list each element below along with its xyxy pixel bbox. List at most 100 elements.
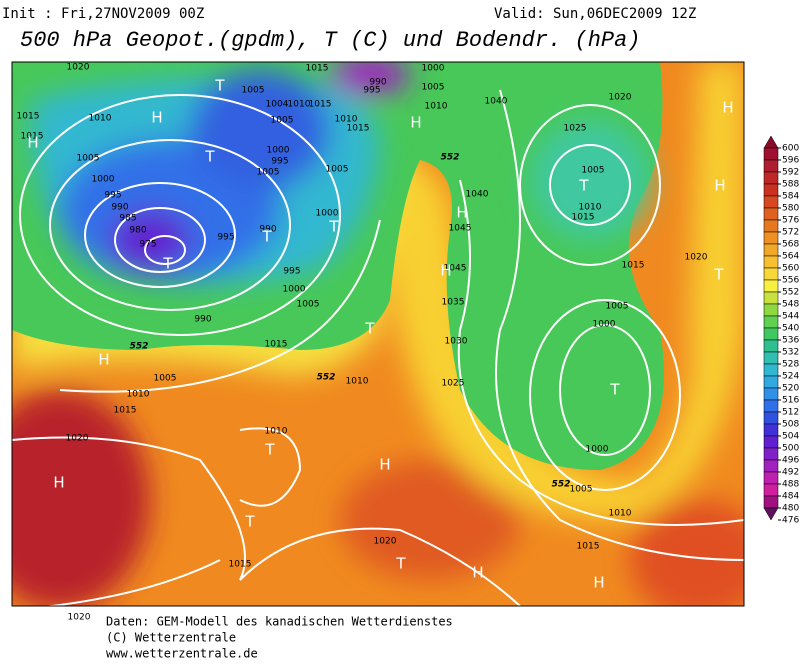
colorbar-swatch (763, 411, 779, 425)
isobar-label: 1005 (242, 86, 265, 96)
colorbar-swatch (763, 399, 779, 413)
colorbar-swatch (763, 159, 779, 173)
isobar-label: 1015 (114, 406, 137, 416)
colorbar-swatch (763, 219, 779, 233)
colorbar-swatch (763, 363, 779, 377)
colorbar-label: 584 (782, 192, 799, 202)
colorbar-swatch (763, 267, 779, 281)
isobars (12, 89, 744, 606)
colorbar-swatch (763, 195, 779, 209)
isobar-label: 1000 (283, 285, 306, 295)
colorbar-label: 552 (782, 288, 799, 298)
isobar (114, 207, 206, 273)
isobar (239, 427, 302, 507)
pressure-center: H (714, 177, 725, 195)
isobar-label: 1005 (326, 165, 349, 175)
isobar-label: 990 (111, 203, 128, 213)
colorbar-label: 508 (782, 420, 799, 430)
colorbar-label: 556 (782, 276, 799, 286)
isobar-label: 1005 (257, 168, 280, 178)
colorbar-label: 540 (782, 324, 799, 334)
colorbar: 600 596 592 588 584 580 576 572 568 564 560 556 552 5… (763, 135, 799, 526)
pressure-center: T (214, 77, 225, 95)
colorbar-label: 520 (782, 384, 799, 394)
colorbar-swatch (763, 459, 779, 473)
colorbar-label: 564 (782, 252, 799, 262)
colorbar-swatch (763, 339, 779, 353)
map-area (12, 62, 744, 606)
isobar-label: 1015 (17, 112, 40, 122)
isobar-label: 1010 (89, 114, 112, 124)
isobar-label: 1005 (297, 300, 320, 310)
isobar (84, 182, 236, 288)
isobar-label: 995 (217, 233, 234, 243)
isobar-label: 1010 (335, 115, 358, 125)
colorbar-label: 596 (782, 156, 799, 166)
isobar-label: 1025 (564, 124, 587, 134)
colorbar-label: 600 (782, 144, 799, 154)
colorbar-label: 512 (782, 408, 799, 418)
warm-area (340, 460, 520, 580)
colorbar-label: 592 (782, 168, 799, 178)
pressure-center: H (472, 564, 483, 582)
colorbar-label: 500 (782, 444, 799, 454)
colorbar-swatch (763, 279, 779, 293)
colorbar-label: 524 (782, 372, 799, 382)
warm-area (12, 390, 150, 606)
colorbar-swatch (763, 207, 779, 221)
isobar-label: 1005 (422, 83, 445, 93)
isobar-label: 1010 (425, 102, 448, 112)
isobar-label: 990 (369, 78, 386, 88)
isobar-label: 1020 (374, 537, 397, 547)
isobar (519, 104, 661, 266)
pressure-center: T (261, 228, 272, 246)
isobar-label: 1020 (685, 253, 708, 263)
isobar (549, 144, 631, 226)
pressure-center: H (53, 474, 64, 492)
isobar-label: 1020 (609, 93, 632, 103)
pressure-center: H (456, 204, 467, 222)
isobar-label: 1040 (485, 97, 508, 107)
colorbar-swatch (763, 171, 779, 185)
isobar-label: 985 (119, 214, 136, 224)
isobar-label: 1040 (466, 190, 489, 200)
isobar-label: 1005 (77, 154, 100, 164)
isobar-label: 1000 (422, 64, 445, 74)
map-frame (11, 61, 745, 607)
isobar-label: 1020 (67, 63, 90, 73)
colorbar-swatch (763, 471, 779, 485)
footer-line: www.wetterzentrale.de (106, 647, 258, 661)
pressure-center: T (578, 177, 589, 195)
isobar-label: 1045 (449, 224, 472, 234)
colorbar-label: 476 (782, 516, 799, 526)
warm-area (630, 500, 744, 606)
isobar-label: 1025 (442, 379, 465, 389)
isobar-label: 1000 (92, 175, 115, 185)
colorbar-label: 588 (782, 180, 799, 190)
geopotential-label: 552 (317, 373, 336, 383)
cold-core (330, 62, 410, 95)
colorbar-swatch (763, 303, 779, 317)
isobar-label: 1015 (577, 542, 600, 552)
isobar-label: 1000 (593, 320, 616, 330)
colorbar-label: 492 (782, 468, 799, 478)
isobar-label: 1020 (66, 434, 89, 444)
isobar-label: 1015 (622, 261, 645, 271)
isobar-label: 1010 (579, 203, 602, 213)
colorbar-label: 560 (782, 264, 799, 274)
isobar-label: 1005 (570, 485, 593, 495)
geopotential-label: 552 (441, 153, 460, 163)
pressure-center: H (722, 99, 733, 117)
isobar-label: 995 (283, 267, 300, 277)
pressure-center: T (264, 441, 275, 459)
colorbar-label: 484 (782, 492, 799, 502)
colorbar-label: 544 (782, 312, 799, 322)
footer-line: Daten: GEM-Modell des kanadischen Wetter… (106, 615, 453, 629)
pressure-center: H (440, 262, 451, 280)
colorbar-label: 536 (782, 336, 799, 346)
pressure-center: H (151, 109, 162, 127)
isobar (559, 324, 651, 456)
colorbar-label: 504 (782, 432, 799, 442)
isobar-label: 1004 (266, 100, 289, 110)
